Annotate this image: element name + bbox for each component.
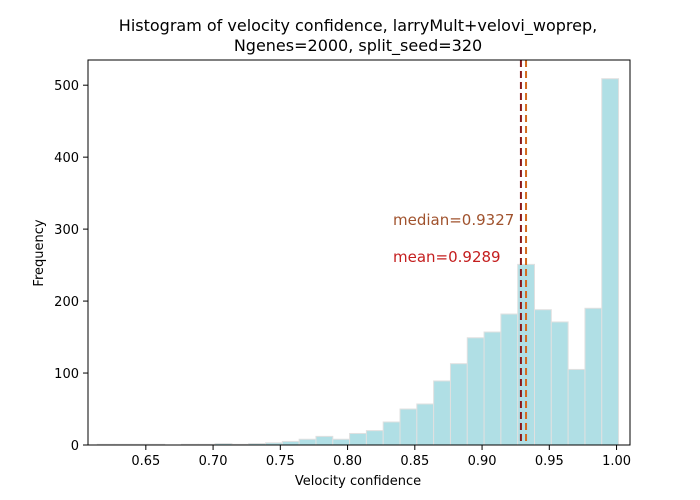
histogram-bar <box>584 307 603 446</box>
histogram-bar <box>365 430 384 446</box>
x-tick-label: 0.85 <box>400 454 429 469</box>
x-axis-ticks: 0.65 0.70 0.75 0.80 0.85 0.90 0.95 1.00 <box>131 445 631 469</box>
y-tick-label: 300 <box>54 223 79 238</box>
histogram-bar <box>449 363 468 446</box>
histogram-bar <box>534 309 552 446</box>
y-tick-label: 200 <box>54 295 79 310</box>
x-tick-label: 0.95 <box>535 454 564 469</box>
histogram-bar <box>315 435 334 446</box>
histogram-bar <box>433 380 451 446</box>
y-axis-ticks: 0 100 200 300 400 500 <box>54 79 88 454</box>
median-annotation: median=0.9327 <box>393 211 514 229</box>
y-tick-label: 100 <box>54 367 79 382</box>
x-tick-label: 0.75 <box>266 454 295 469</box>
histogram-bar <box>382 421 401 446</box>
x-tick-label: 0.65 <box>131 454 160 469</box>
chart-title-line-1: Histogram of velocity confidence, larryM… <box>119 16 597 36</box>
histogram-bar <box>399 408 418 446</box>
histogram-bar <box>483 331 502 446</box>
histogram-bar <box>298 438 317 446</box>
chart-title-line-2: Ngenes=2000, split_seed=320 <box>234 36 482 56</box>
x-axis-label: Velocity confidence <box>295 474 421 489</box>
plot-frame <box>87 59 631 446</box>
y-tick-label: 500 <box>54 79 79 94</box>
reference-lines <box>519 60 528 445</box>
x-tick-label: 1.00 <box>602 454 631 469</box>
histogram-bar <box>332 438 351 446</box>
y-tick-label: 0 <box>71 439 79 454</box>
x-tick-label: 0.80 <box>333 454 362 469</box>
histogram-bar <box>500 313 519 446</box>
mean-annotation: mean=0.9289 <box>393 248 501 266</box>
histogram-bar <box>416 403 435 446</box>
histogram-bar <box>466 337 485 446</box>
y-axis-label: Frequency <box>32 219 47 286</box>
histogram-bars <box>96 78 620 446</box>
x-tick-label: 0.90 <box>468 454 497 469</box>
histogram-bar <box>567 368 586 446</box>
histogram-bar <box>281 440 300 446</box>
histogram-bar <box>550 321 569 446</box>
histogram-bar <box>349 432 367 446</box>
y-tick-label: 400 <box>54 151 79 166</box>
x-tick-label: 0.70 <box>199 454 228 469</box>
histogram-bar <box>601 78 620 446</box>
